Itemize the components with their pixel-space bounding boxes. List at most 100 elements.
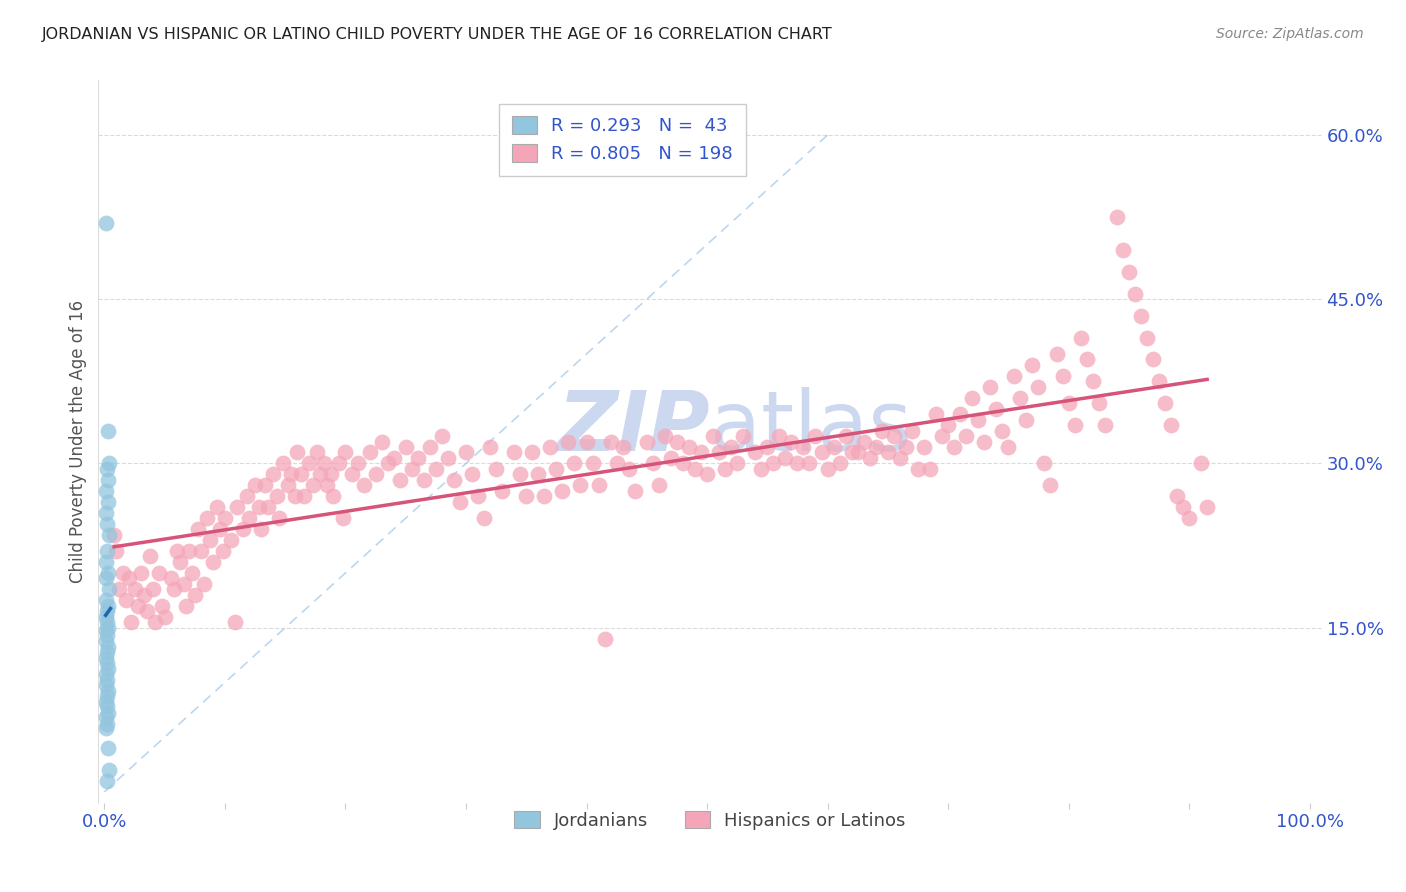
Point [120,615,142,630]
Point [97,684,120,698]
Point [305,445,328,459]
Point [359,445,381,459]
Point [294,489,316,503]
Point [98,582,121,597]
Point [509,467,531,482]
Point [522,445,544,459]
Point [810,445,832,459]
Point [546,462,568,476]
Point [247,500,270,515]
Point [243,478,266,492]
Point [96,604,118,618]
Point [491,483,513,498]
Point [370,434,392,449]
Point [702,429,724,443]
Point [834,429,856,443]
Point [454,445,477,459]
Point [94,483,117,498]
Point [302,478,325,492]
Point [901,424,924,438]
Point [846,445,869,459]
Point [364,467,387,482]
Point [163,582,186,597]
Point [169,555,191,569]
Point [967,412,990,426]
Point [623,483,645,498]
Point [266,489,288,503]
Point [166,544,188,558]
Point [205,500,228,515]
Point [780,434,803,449]
Point [96,516,118,531]
Point [97,621,120,635]
Point [725,457,748,471]
Point [581,457,603,471]
Point [955,429,977,443]
Point [332,511,354,525]
Point [612,440,634,454]
Point [153,609,176,624]
Point [876,445,898,459]
Point [139,549,162,564]
Point [889,450,911,465]
Point [425,462,447,476]
Point [527,467,550,482]
Point [98,763,121,777]
Point [943,440,966,454]
Point [749,462,772,476]
Y-axis label: Child Poverty Under the Age of 16: Child Poverty Under the Age of 16 [69,300,87,583]
Point [1112,243,1135,257]
Point [714,462,737,476]
Point [997,440,1019,454]
Point [159,571,181,585]
Point [973,434,995,449]
Point [1178,511,1201,525]
Point [1045,347,1067,361]
Point [97,706,120,720]
Point [931,429,953,443]
Point [1160,418,1182,433]
Point [756,440,779,454]
Point [599,434,621,449]
Point [859,450,882,465]
Point [665,434,688,449]
Point [97,473,120,487]
Point [1129,309,1152,323]
Text: Source: ZipAtlas.com: Source: ZipAtlas.com [1216,27,1364,41]
Point [94,666,117,681]
Point [97,599,120,613]
Point [768,429,790,443]
Point [97,566,120,580]
Text: atlas: atlas [710,386,911,467]
Point [912,440,935,454]
Point [883,429,905,443]
Point [96,544,118,558]
Point [865,440,887,454]
Point [94,695,117,709]
Point [285,445,308,459]
Point [690,445,713,459]
Point [187,522,209,536]
Point [1123,286,1146,301]
Point [94,555,117,569]
Point [224,615,246,630]
Point [190,544,212,558]
Point [98,527,121,541]
Point [97,662,120,676]
Point [96,717,118,731]
Point [97,741,120,756]
Point [979,380,1001,394]
Point [322,489,344,503]
Point [382,450,405,465]
Point [148,566,170,580]
Point [298,457,321,471]
Point [437,450,460,465]
Point [894,440,917,454]
Point [96,462,118,476]
Point [593,632,616,646]
Point [94,609,117,624]
Point [986,401,1008,416]
Point [94,633,117,648]
Point [280,467,302,482]
Point [804,429,827,443]
